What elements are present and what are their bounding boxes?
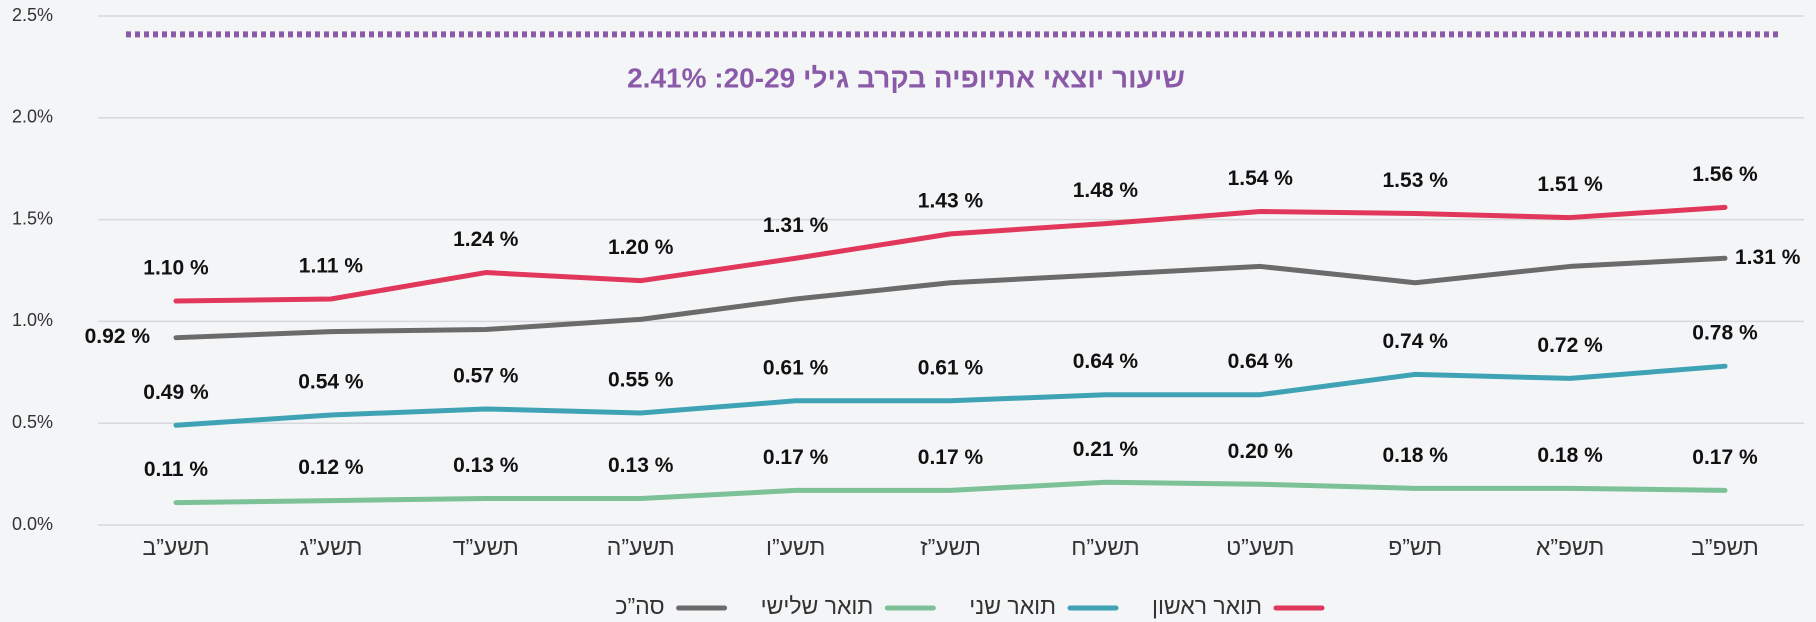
x-tick-label: תשע”ה: [607, 534, 675, 560]
value-label: 0.18 %: [1537, 444, 1603, 467]
value-label: 1.56 %: [1692, 163, 1758, 186]
value-label: 0.64 %: [1228, 350, 1294, 373]
value-label: 1.54 %: [1228, 167, 1294, 190]
x-tick-label: תשע”ב: [142, 534, 209, 560]
value-label: 0.55 %: [608, 369, 674, 392]
value-label: 1.48 %: [1073, 179, 1139, 202]
value-label: 1.20 %: [608, 236, 674, 259]
series-line: [173, 479, 1728, 506]
series-line: [173, 363, 1728, 428]
value-label: 0.74 %: [1383, 330, 1449, 353]
value-label: 1.10 %: [143, 257, 209, 280]
x-tick-label: תשפ”א: [1536, 534, 1604, 560]
y-tick-label: 2.0%: [12, 107, 53, 127]
x-tick-label: תשע”ג: [299, 534, 362, 560]
value-label: 1.31 %: [763, 214, 829, 237]
value-label: 0.78 %: [1692, 322, 1758, 345]
legend-label: תואר שלישי: [761, 593, 874, 619]
x-tick-label: תשפ”ב: [1691, 534, 1759, 560]
x-tick-label: תשע”ז: [920, 534, 981, 560]
y-tick-label: 0.5%: [12, 412, 53, 432]
x-tick-label: תשע”ט: [1226, 534, 1294, 560]
reference-label: שיעור יוצאי אתיופיה בקרב גילי 20-29: 2.4…: [627, 63, 1185, 94]
value-label: 1.53 %: [1383, 169, 1449, 192]
value-label: 0.17 %: [763, 446, 829, 469]
value-label: 0.21 %: [1073, 438, 1139, 461]
value-label: 0.18 %: [1383, 444, 1449, 467]
value-label: 0.61 %: [918, 356, 984, 379]
series-line: [173, 204, 1728, 304]
x-tick-label: תשע”ח: [1071, 534, 1139, 560]
value-label: 1.51 %: [1537, 173, 1603, 196]
legend-label: תואר ראשון: [1152, 593, 1262, 619]
value-label: 0.92 %: [85, 325, 151, 348]
value-label: 1.43 %: [918, 189, 984, 212]
x-tick-label: תשע”ד: [453, 534, 519, 560]
value-label: 0.11 %: [144, 458, 209, 481]
value-label: 0.57 %: [453, 364, 519, 387]
value-label: 0.20 %: [1228, 440, 1294, 463]
y-tick-label: 1.0%: [12, 310, 53, 330]
series-line: [173, 255, 1728, 341]
x-tick-label: תש”פ: [1388, 534, 1442, 560]
legend-label: סה”כ: [615, 593, 664, 619]
legend-label: תואר שני: [969, 593, 1056, 619]
value-label: 0.17 %: [1692, 446, 1758, 469]
value-label: 0.17 %: [918, 446, 984, 469]
value-label: 0.12 %: [298, 456, 364, 479]
y-tick-label: 1.5%: [12, 208, 53, 228]
value-label: 0.54 %: [298, 371, 364, 394]
value-label: 1.11 %: [299, 255, 364, 278]
x-tick-label: תשע”ו: [766, 534, 825, 560]
value-label: 1.31 %: [1735, 246, 1801, 269]
value-label: 0.72 %: [1537, 334, 1603, 357]
value-label: 0.64 %: [1073, 350, 1139, 373]
value-label: 0.49 %: [143, 381, 209, 404]
value-label: 1.24 %: [453, 228, 519, 251]
y-tick-label: 0.0%: [12, 514, 53, 534]
value-label: 0.61 %: [763, 356, 829, 379]
y-tick-label: 2.5%: [12, 5, 53, 25]
value-label: 0.13 %: [608, 454, 674, 477]
value-label: 0.13 %: [453, 454, 519, 477]
